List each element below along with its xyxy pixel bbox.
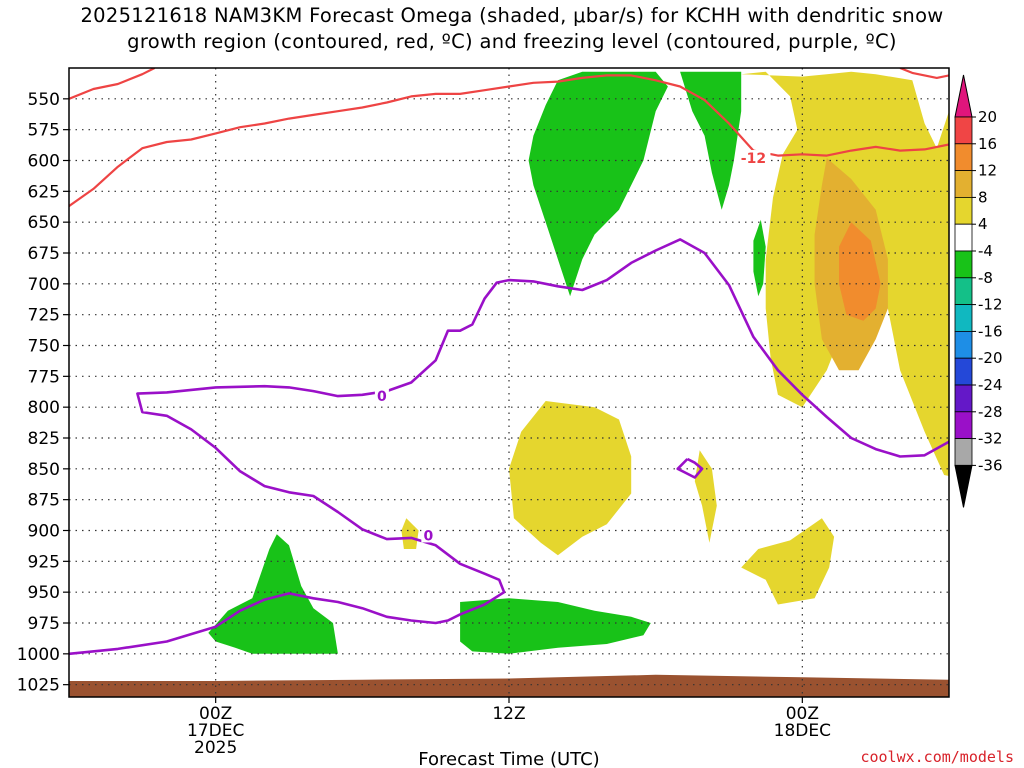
terrain-layer [69,674,949,697]
colorbar-label-7: -12 [978,296,1003,314]
x-axis: 00Z17DEC202512Z00Z18DEC12Z00Z19DEC [187,697,831,758]
colorbar-label-2: 12 [978,162,997,180]
y-tick-label-1000: 1000 [17,645,60,665]
y-tick-label-625: 625 [28,182,60,202]
omega-positive-12 [839,222,881,321]
y-tick-label-700: 700 [28,275,60,295]
y-tick-label-550: 550 [28,90,60,110]
colorbar-label-3: 8 [978,188,988,206]
freezing-level-label-1: 0 [377,389,387,405]
x-tick-label-0-1: 17DEC [187,721,244,741]
colorbar-swatch-6 [954,277,973,305]
dendritic-growth-upper-line [69,68,156,100]
freezing-level-label-2: 0 [423,528,433,544]
y-tick-label-675: 675 [28,244,60,264]
y-tick-label-800: 800 [28,398,60,418]
y-tick-label-950: 950 [28,583,60,603]
colorbar-label-6: -8 [978,269,993,287]
omega-negative-upward [528,71,668,297]
colorbar-swatch-4 [954,223,973,252]
y-tick-label-775: 775 [28,367,60,387]
x-axis-title: Forecast Time (UTC) [418,749,599,768]
dendritic-growth-lower-label-bg-0 [736,150,771,166]
colorbar-swatch-12 [954,438,973,466]
y-tick-label-925: 925 [28,552,60,572]
colorbar-swatch-11 [954,411,973,439]
terrain-fill [69,674,949,697]
contours-layer: -12-12000 [69,68,949,656]
y-tick-label-850: 850 [28,460,60,480]
freezing-level-label-bg-1 [374,388,389,404]
omega-negative-lower-left [208,534,338,654]
y-tick-label-875: 875 [28,491,60,511]
colorbar-label-11: -28 [978,403,1003,421]
colorbar-label-10: -24 [978,376,1003,394]
colorbar-swatch-8 [954,330,973,359]
credit-link[interactable]: coolwx.com/models [860,748,1014,766]
title-line-2: growth region (contoured, red, ºC) and f… [127,30,897,53]
x-tick-label-24-0: 00Z [786,704,819,724]
colorbar-label-12: -32 [978,430,1003,448]
y-tick-label-725: 725 [28,306,60,326]
y-tick-label-825: 825 [28,429,60,449]
colorbar-label-5: -4 [978,242,993,260]
colorbar-label-13: -36 [978,456,1003,474]
omega-shading-layer [208,71,949,654]
x-tick-label-0-0: 00Z [199,704,232,724]
colorbar-swatch-3 [954,196,973,225]
y-tick-label-1025: 1025 [17,676,60,696]
colorbar-swatch-10 [954,384,973,413]
omega-negative-lower-mid [460,598,651,654]
colorbar-label-9: -20 [978,349,1003,367]
omega-positive-lower-4 [401,518,419,549]
colorbar-swatch-2 [954,170,973,198]
title-line-1: 2025121618 NAM3KM Forecast Omega (shaded… [80,4,944,27]
freezing-level-loop-line [676,457,704,479]
dendritic-growth-lower-line [69,74,949,207]
omega-negative-upward-3 [753,219,766,297]
y-tick-label-975: 975 [28,614,60,634]
y-tick-label-750: 750 [28,337,60,357]
colorbar-swatch-0 [954,116,973,145]
freezing-level-line [69,238,949,656]
y-tick-label-600: 600 [28,152,60,172]
colorbar-max-arrow [954,74,973,118]
chart-title: 2025121618 NAM3KM Forecast Omega (shaded… [0,3,1024,55]
gridlines-layer [69,68,949,697]
colorbar-swatch-1 [954,143,973,172]
colorbar-min-arrow [954,464,973,508]
x-tick-label-0-2: 2025 [194,738,237,758]
y-tick-label-650: 650 [28,213,60,233]
dendritic-growth-lower-label-0: -12 [741,151,766,167]
colorbar-label-1: 16 [978,135,997,153]
y-tick-label-575: 575 [28,121,60,141]
y-axis: 550 575 600 625 650 675 700 725 750 775 800 825 850 8… [17,90,69,696]
freezing-level-label-bg-2 [421,527,436,543]
x-tick-label-12-0: 12Z [492,704,525,724]
omega-positive-lower-1 [509,401,632,556]
y-tick-label-900: 900 [28,522,60,542]
colorbar-label-0: 20 [978,108,997,126]
omega-positive-lower-3 [741,518,835,605]
omega-positive-lower-2 [694,450,717,543]
x-tick-label-24-1: 18DEC [774,721,831,741]
colorbar-label-4: 4 [978,215,988,233]
colorbar-swatch-7 [954,304,973,332]
omega-negative-upward-2 [680,71,742,210]
colorbar: 20 16 12 8 4 -4 -8 -12 -16 -20 -24 -28 -32 -36 [954,74,1003,508]
colorbar-label-8: -16 [978,322,1003,340]
colorbar-swatch-9 [954,357,973,386]
colorbar-swatch-5 [954,250,973,279]
